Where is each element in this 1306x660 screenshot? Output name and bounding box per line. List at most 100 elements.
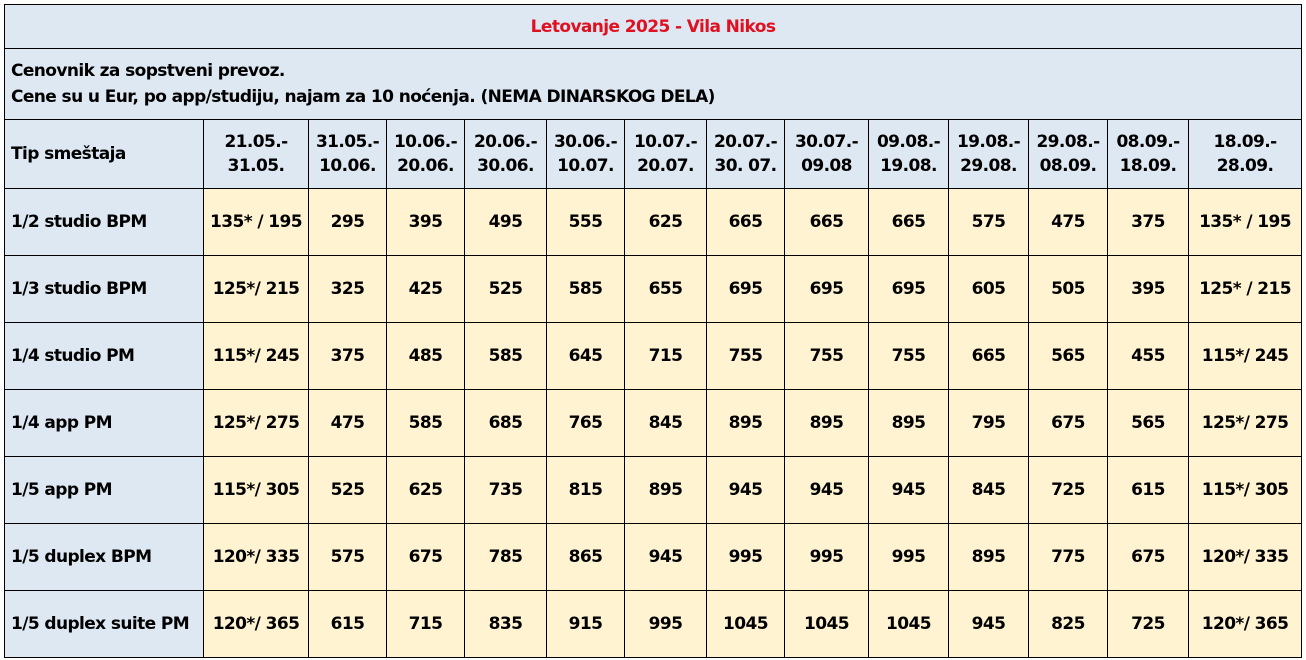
price-cell: 485 <box>386 322 465 390</box>
price-cell: 995 <box>706 523 785 591</box>
price-cell: 895 <box>706 389 785 457</box>
price-cell: 505 <box>1028 255 1108 323</box>
period-from: 10.06.- <box>393 132 458 152</box>
price-cell: 555 <box>546 188 625 256</box>
price-cell: 325 <box>308 255 387 323</box>
price-cell: 115*/ 305 <box>1187 456 1303 524</box>
period-to: 31.05. <box>227 156 285 176</box>
period-to: 30. 07. <box>714 156 778 176</box>
price-cell: 585 <box>386 389 465 457</box>
header-period: 30.06.- 10.07. <box>546 119 625 189</box>
period-from: 30.06.- <box>553 132 618 152</box>
header-period: 09.08.- 19.08. <box>868 119 949 189</box>
row-label: 1/5 duplex BPM <box>4 523 204 591</box>
period-from: 31.05.- <box>315 132 380 152</box>
price-cell: 120*/ 335 <box>1187 523 1303 591</box>
price-cell: 765 <box>546 389 625 457</box>
price-cell: 375 <box>1107 188 1189 256</box>
price-cell: 645 <box>546 322 625 390</box>
info-line-1: Cenovnik za sopstveni prevoz. <box>11 61 285 81</box>
header-period: 21.05.- 31.05. <box>203 119 309 189</box>
price-cell: 725 <box>1107 590 1189 658</box>
price-cell: 125*/ 215 <box>203 255 309 323</box>
price-cell: 715 <box>386 590 465 658</box>
price-cell: 565 <box>1107 389 1189 457</box>
period-to: 08.09. <box>1039 156 1097 176</box>
price-cell: 895 <box>784 389 869 457</box>
header-period: 31.05.- 10.06. <box>308 119 387 189</box>
price-cell: 695 <box>868 255 949 323</box>
price-cell: 665 <box>706 188 785 256</box>
price-cell: 995 <box>624 590 707 658</box>
row-label: 1/2 studio BPM <box>4 188 204 256</box>
price-cell: 945 <box>706 456 785 524</box>
price-cell: 795 <box>948 389 1029 457</box>
price-cell: 845 <box>624 389 707 457</box>
price-cell: 945 <box>624 523 707 591</box>
info-line-2: Cene su u Eur, po app/studiju, najam za … <box>11 87 715 107</box>
price-cell: 895 <box>948 523 1029 591</box>
price-cell: 395 <box>1107 255 1189 323</box>
period-from: 21.05.- <box>224 132 288 152</box>
row-label: 1/4 app PM <box>4 389 204 457</box>
period-to: 10.06. <box>319 156 376 176</box>
price-cell: 120*/ 365 <box>203 590 309 658</box>
header-period: 20.07.- 30. 07. <box>706 119 785 189</box>
price-cell: 755 <box>784 322 869 390</box>
price-cell: 135* / 195 <box>203 188 309 256</box>
price-cell: 655 <box>624 255 707 323</box>
price-cell: 455 <box>1107 322 1189 390</box>
price-cell: 845 <box>948 456 1029 524</box>
price-cell: 605 <box>948 255 1029 323</box>
table-row: 1/4 app PM 125*/ 275 475 585 685 765 845 895 895… <box>4 389 1303 457</box>
price-cell: 825 <box>1028 590 1108 658</box>
price-cell: 525 <box>464 255 547 323</box>
header-period: 19.08.- 29.08. <box>948 119 1029 189</box>
price-cell: 725 <box>1028 456 1108 524</box>
price-cell: 675 <box>1107 523 1189 591</box>
header-period: 10.06.- 20.06. <box>386 119 465 189</box>
price-cell: 565 <box>1028 322 1108 390</box>
period-from: 20.07.- <box>713 132 778 152</box>
price-cell: 665 <box>784 188 869 256</box>
row-label: 1/3 studio BPM <box>4 255 204 323</box>
table-row: 1/5 duplex suite PM 120*/ 365 615 715 835 915… <box>4 590 1303 658</box>
price-cell: 125*/ 275 <box>203 389 309 457</box>
table-row: 1/2 studio BPM 135* / 195 295 395 495 555 625 6… <box>4 188 1303 256</box>
price-cell: 115*/ 245 <box>1187 322 1303 390</box>
table-row: 1/4 studio PM 115*/ 245 375 485 585 645 715 755… <box>4 322 1303 390</box>
price-cell: 895 <box>868 389 949 457</box>
price-list: Letovanje 2025 - Vila Nikos Cenovnik za … <box>3 4 1303 658</box>
period-from: 29.08.- <box>1036 132 1100 152</box>
price-cell: 120*/ 365 <box>1187 590 1303 658</box>
price-cell: 525 <box>308 456 387 524</box>
price-cell: 625 <box>624 188 707 256</box>
price-cell: 375 <box>308 322 387 390</box>
row-label: 1/5 app PM <box>4 456 204 524</box>
price-cell: 675 <box>386 523 465 591</box>
header-accommodation-type: Tip smeštaja <box>4 119 204 189</box>
price-cell: 735 <box>464 456 547 524</box>
header-period: 10.07.- 20.07. <box>624 119 707 189</box>
price-cell: 865 <box>546 523 625 591</box>
price-cell: 475 <box>1028 188 1108 256</box>
period-to: 20.06. <box>397 156 454 176</box>
price-cell: 945 <box>784 456 869 524</box>
row-label: 1/5 duplex suite PM <box>4 590 204 658</box>
period-to: 29.08. <box>960 156 1017 176</box>
price-cell: 115*/ 245 <box>203 322 309 390</box>
price-cell: 995 <box>784 523 869 591</box>
price-cell: 665 <box>868 188 949 256</box>
table-row: 1/3 studio BPM 125*/ 215 325 425 525 585 655 69… <box>4 255 1303 323</box>
price-cell: 125* / 215 <box>1187 255 1303 323</box>
price-cell: 945 <box>948 590 1029 658</box>
price-cell: 675 <box>1028 389 1108 457</box>
price-cell: 945 <box>868 456 949 524</box>
price-cell: 785 <box>464 523 547 591</box>
period-from: 09.08.- <box>876 132 941 152</box>
price-cell: 835 <box>464 590 547 658</box>
price-cell: 395 <box>386 188 465 256</box>
price-cell: 695 <box>784 255 869 323</box>
header-period: 30.07.- 09.08 <box>784 119 869 189</box>
period-to: 28.09. <box>1216 156 1274 176</box>
